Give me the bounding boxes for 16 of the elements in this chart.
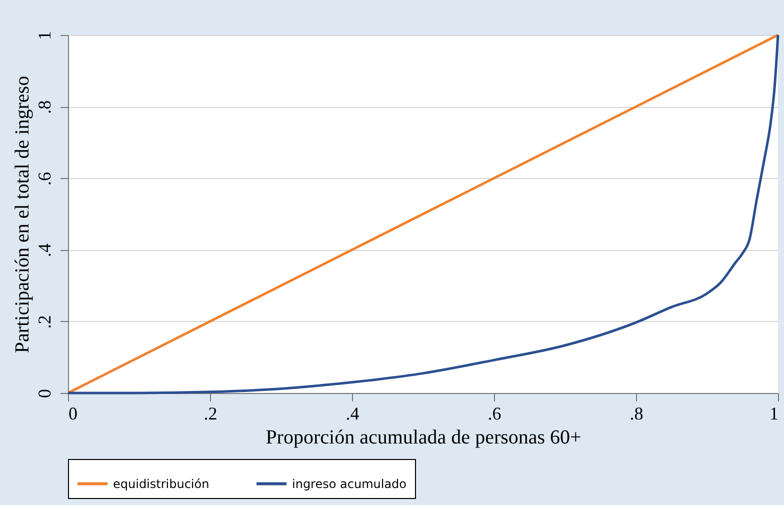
- x-tick-label: .2: [204, 404, 218, 424]
- x-tick-label: 0: [68, 404, 78, 424]
- x-tick-label: .6: [488, 404, 502, 424]
- x-tick-label: 1: [770, 404, 778, 424]
- y-tick-label: 1: [34, 31, 54, 40]
- x-tick-label: .4: [346, 404, 360, 424]
- y-tick-label: .6: [34, 172, 54, 186]
- legend-label: ingreso acumulado: [292, 476, 407, 491]
- y-tick-label: .8: [34, 100, 54, 114]
- legend-label: equidistribución: [113, 476, 210, 491]
- y-tick-label: 0: [34, 389, 54, 398]
- y-tick-label: .2: [34, 315, 54, 329]
- x-tick-label: .8: [630, 404, 644, 424]
- y-axis-title: Participación en el total de ingreso: [12, 76, 34, 354]
- x-axis-title: Proporción acumulada de personas 60+: [266, 426, 582, 448]
- y-tick-label: .4: [34, 244, 54, 258]
